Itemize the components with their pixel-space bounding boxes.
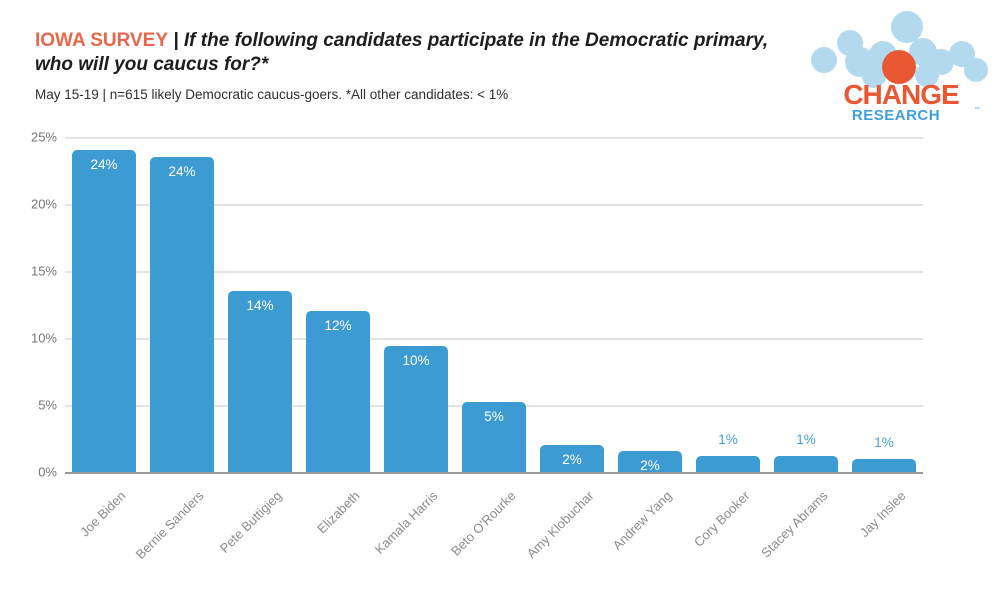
gridline: [65, 271, 923, 273]
survey-methodology-note: May 15-19 | n=615 likely Democratic cauc…: [35, 87, 509, 102]
y-tick-label: 5%: [38, 397, 57, 413]
bar-slot: 24%: [143, 137, 221, 472]
bars-layer: 24% 24% 14% 12% 10% 5% 2% 2% 1% 1% 1%: [65, 137, 923, 473]
bar-chart: 25% 20% 15% 10% 5% 0% 24% 24% 14% 12% 10% 5% 2% 2% 1%…: [30, 129, 923, 584]
bar-slot: 1%: [767, 137, 845, 472]
y-tick-label: 25%: [30, 129, 57, 145]
bar-slot: 1%: [845, 137, 923, 472]
bar-slot: 2%: [611, 137, 689, 473]
bar-joe-biden: 24%: [72, 150, 136, 472]
title-separator: |: [168, 30, 184, 51]
logo-wordmark-change: CHANGE: [843, 79, 959, 110]
y-tick-label: 15%: [30, 263, 57, 279]
logo-orange-bubble-icon: [882, 50, 916, 84]
gridline: [65, 137, 923, 139]
page: IOWA SURVEY | If the following candidate…: [30, 5, 992, 584]
bar-slot: 5%: [455, 137, 533, 472]
bar-value-label: 10%: [402, 353, 430, 369]
y-tick-label: 20%: [30, 196, 57, 212]
bar-amy-klobuchar: 2%: [540, 445, 604, 472]
bar-slot: 12%: [299, 137, 377, 472]
title-survey-name: IOWA SURVEY: [35, 30, 169, 51]
bar-jay-inslee: 1%: [852, 435, 916, 472]
bar-slot: 24%: [65, 137, 143, 472]
x-axis-labels: Joe Biden Bernie Sanders Pete Buttigieg Eli…: [65, 474, 923, 584]
bar-slot: 14%: [221, 137, 299, 472]
bar-elizabeth: 12%: [306, 311, 370, 472]
change-research-logo: CHANGE RESEARCH ™: [810, 5, 992, 125]
gridline: [65, 204, 923, 206]
bar-stacey-abrams: 1%: [774, 432, 838, 472]
logo-trademark: ™: [974, 106, 980, 113]
bar-value-label: 12%: [324, 318, 352, 334]
bar-value-label: 1%: [796, 431, 816, 447]
gridline: [65, 338, 923, 340]
bar-value-label: 24%: [168, 164, 196, 180]
bar-value-label: 1%: [874, 434, 894, 450]
title-question: If the following candidates participate …: [35, 30, 769, 76]
bar-andrew-yang: 2%: [618, 450, 682, 473]
bar-slot: 1%: [689, 137, 767, 472]
bar-value-label: 5%: [484, 409, 504, 425]
logo-wordmark-research: RESEARCH: [852, 107, 940, 124]
bar-slot: 2%: [533, 137, 611, 472]
y-tick-label: 0%: [38, 464, 57, 480]
bar-bernie-sanders: 24%: [150, 157, 214, 472]
bar-cory-booker: 1%: [696, 432, 760, 472]
bar-value-label: 1%: [718, 431, 738, 447]
bar-value-label: 2%: [640, 457, 660, 473]
logo-bubbles-icon: CHANGE RESEARCH ™: [811, 11, 988, 124]
bar-beto-o-rourke: 5%: [462, 402, 526, 472]
bar-kamala-harris: 10%: [384, 346, 448, 472]
bar-value-label: 14%: [246, 298, 274, 314]
bar-value-label: 2%: [562, 452, 582, 468]
page-title: IOWA SURVEY | If the following candidate…: [35, 29, 810, 78]
bar-pete-buttigieg: 14%: [228, 291, 292, 472]
y-tick-label: 10%: [30, 330, 57, 346]
x-axis-baseline: [65, 472, 923, 474]
bar-slot: 10%: [377, 137, 455, 472]
bar-value-label: 24%: [90, 157, 118, 173]
